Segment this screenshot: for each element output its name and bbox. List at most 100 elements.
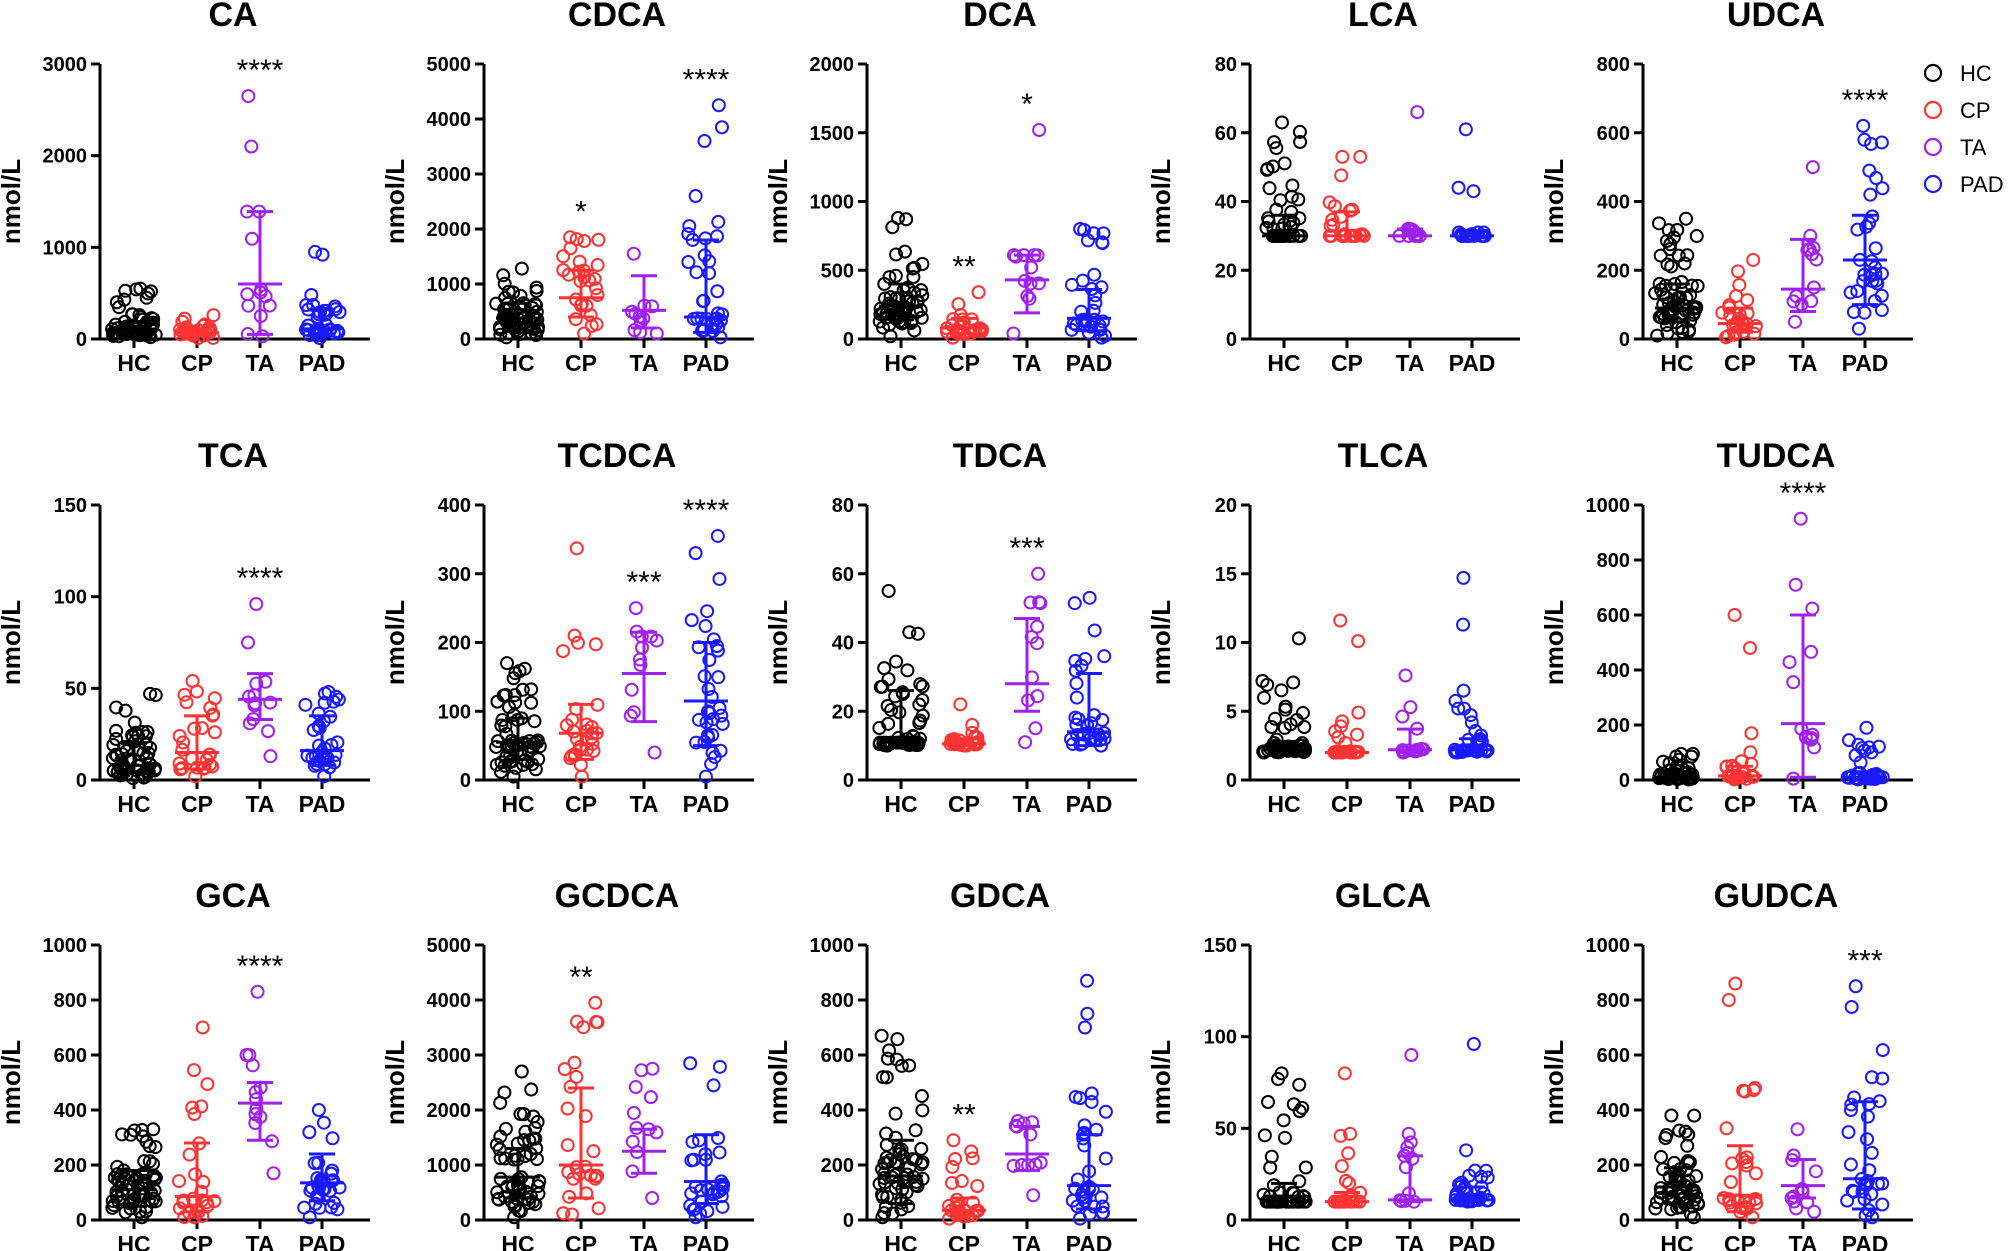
data-point xyxy=(626,705,641,720)
data-point xyxy=(1006,1158,1021,1173)
data-point xyxy=(1323,218,1338,233)
data-point xyxy=(195,1020,210,1035)
data-point xyxy=(588,995,603,1010)
y-tick-label: 150 xyxy=(1204,935,1237,957)
data-point xyxy=(560,1138,575,1153)
data-point xyxy=(495,712,510,727)
x-tick-label: TA xyxy=(630,350,659,376)
chart-title: CA xyxy=(208,0,257,34)
data-point xyxy=(266,1166,281,1181)
data-point xyxy=(915,679,930,694)
data-point xyxy=(1072,1211,1087,1226)
data-point xyxy=(1728,976,1743,991)
data-point xyxy=(327,755,342,770)
data-point xyxy=(907,260,922,275)
data-point xyxy=(172,729,187,744)
data-point xyxy=(872,721,887,736)
y-tick-label: 1000 xyxy=(810,192,855,214)
x-tick-label: CP xyxy=(181,791,213,817)
data-point xyxy=(1268,711,1283,726)
data-point xyxy=(570,635,585,650)
data-point xyxy=(1085,1182,1100,1197)
data-point xyxy=(186,1063,201,1078)
data-point xyxy=(915,256,930,271)
chart-panel-tcdca: TCDCA nmol/L 0 100 200 300 400 HC CP TA *** PAD **** xyxy=(380,437,754,817)
data-point xyxy=(1874,288,1889,303)
data-point xyxy=(1684,278,1699,293)
data-point xyxy=(945,330,960,345)
data-point xyxy=(1868,241,1883,256)
y-tick-label: 800 xyxy=(1597,550,1630,572)
x-tick-label: HC xyxy=(117,350,150,376)
data-point xyxy=(330,1202,345,1217)
chart-panel-dca: DCA nmol/L 0 500 1000 1500 2000 HC CP ** TA * PAD xyxy=(763,0,1137,376)
data-point xyxy=(1732,277,1747,292)
data-point xyxy=(880,698,895,713)
data-point xyxy=(1032,595,1047,610)
data-point xyxy=(564,748,579,763)
data-point xyxy=(884,702,899,717)
data-point xyxy=(556,249,571,264)
x-tick-label: PAD xyxy=(1066,1231,1113,1251)
data-point xyxy=(1341,1146,1356,1161)
x-tick-label: PAD xyxy=(1842,350,1889,376)
y-tick-label: 200 xyxy=(1597,1155,1630,1177)
data-point xyxy=(528,1131,543,1146)
x-tick-label: PAD xyxy=(1842,791,1889,817)
data-point xyxy=(123,1127,138,1142)
significance-mark: **** xyxy=(1842,84,1889,117)
legend-marker xyxy=(1923,174,1943,194)
data-point xyxy=(526,308,541,323)
data-point xyxy=(507,1210,522,1225)
data-point xyxy=(491,1192,506,1207)
data-point xyxy=(1087,623,1102,638)
y-tick-label: 1500 xyxy=(810,123,855,145)
group-ta xyxy=(1781,1122,1825,1219)
legend-label: HC xyxy=(1960,61,1992,86)
data-point xyxy=(325,1131,340,1146)
data-point xyxy=(1798,730,1813,745)
group-ta xyxy=(238,89,282,344)
data-point xyxy=(1410,105,1425,120)
data-point xyxy=(888,1106,903,1121)
data-point xyxy=(700,604,715,619)
data-point xyxy=(879,1137,894,1152)
group-pad xyxy=(1065,973,1113,1226)
data-point xyxy=(1261,214,1276,229)
data-point xyxy=(172,1174,187,1189)
x-tick-label: CP xyxy=(1331,791,1363,817)
data-point xyxy=(187,721,202,736)
data-point xyxy=(1298,1160,1313,1175)
x-tick-label: HC xyxy=(117,791,150,817)
data-point xyxy=(711,214,726,229)
significance-mark: *** xyxy=(1847,944,1882,977)
data-point xyxy=(569,1069,584,1084)
data-point xyxy=(142,1139,157,1154)
data-point xyxy=(915,693,930,708)
data-point xyxy=(148,1140,163,1155)
group-hc xyxy=(489,261,545,345)
data-point xyxy=(685,1134,700,1149)
data-point xyxy=(711,98,726,113)
data-point xyxy=(875,1070,890,1085)
x-tick-label: PAD xyxy=(683,350,730,376)
data-point xyxy=(1851,321,1866,336)
data-point xyxy=(1448,693,1463,708)
data-point xyxy=(627,323,642,338)
data-point xyxy=(711,1131,726,1146)
data-point xyxy=(713,330,728,345)
y-tick-label: 2000 xyxy=(43,146,88,168)
data-point xyxy=(1292,1174,1307,1189)
data-point xyxy=(531,752,546,767)
data-point xyxy=(578,1159,593,1174)
data-point xyxy=(1875,181,1890,196)
data-point xyxy=(327,299,342,314)
data-point xyxy=(874,1187,889,1202)
y-tick-label: 100 xyxy=(54,587,87,609)
group-cp xyxy=(1325,1066,1369,1209)
x-tick-label: HC xyxy=(501,350,534,376)
data-point xyxy=(698,769,713,784)
chart-title: CDCA xyxy=(568,0,666,34)
data-point xyxy=(1727,608,1742,622)
